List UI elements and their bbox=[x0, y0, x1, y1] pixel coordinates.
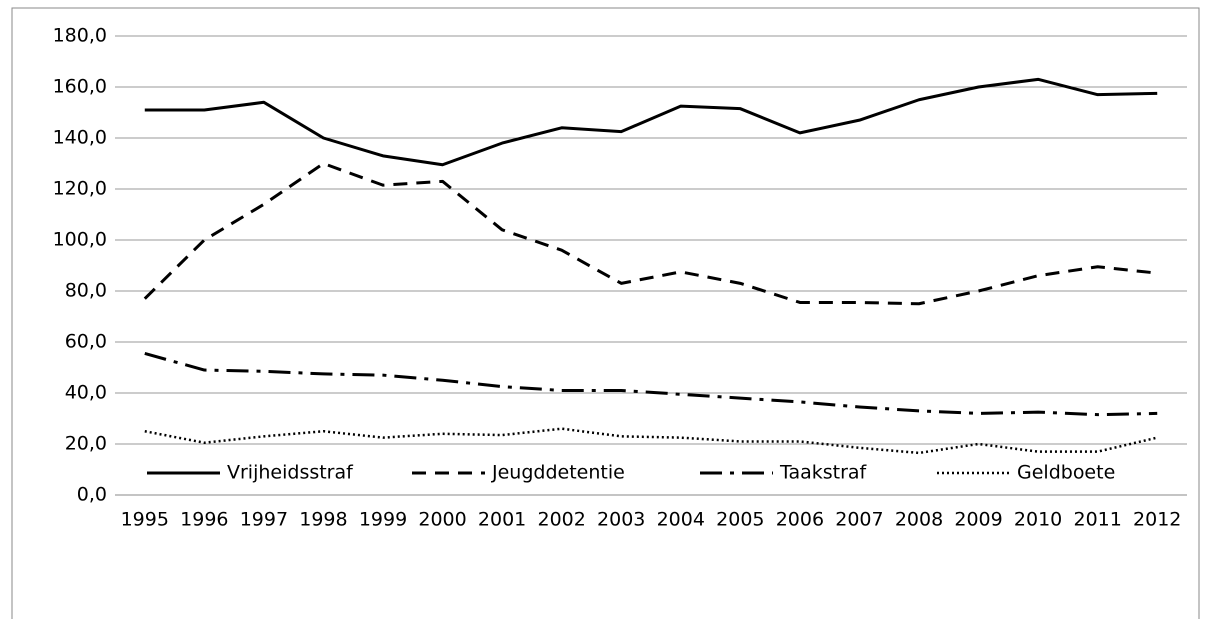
x-tick-label: 2011 bbox=[1073, 509, 1121, 531]
y-tick-label: 180,0 bbox=[53, 25, 107, 47]
x-tick-label: 2005 bbox=[716, 509, 764, 531]
x-tick-label: 1995 bbox=[121, 509, 169, 531]
x-tick-label: 2007 bbox=[835, 509, 883, 531]
y-tick-label: 60,0 bbox=[65, 331, 107, 353]
x-tick-label: 1999 bbox=[359, 509, 407, 531]
x-tick-label: 2010 bbox=[1014, 509, 1062, 531]
legend-label: Vrijheidsstraf bbox=[227, 462, 354, 484]
legend-label: Geldboete bbox=[1017, 462, 1115, 484]
x-tick-label: 2001 bbox=[478, 509, 526, 531]
y-tick-label: 20,0 bbox=[65, 433, 107, 455]
x-tick-label: 2004 bbox=[657, 509, 705, 531]
series-line bbox=[144, 427, 1158, 455]
y-tick-label: 120,0 bbox=[53, 178, 107, 200]
x-tick-label: 1997 bbox=[240, 509, 288, 531]
y-tick-label: 140,0 bbox=[53, 127, 107, 149]
chart-frame bbox=[11, 7, 1200, 619]
series-line bbox=[143, 162, 1158, 306]
series-line bbox=[144, 77, 1158, 167]
legend-label: Jeugddetentie bbox=[491, 462, 625, 484]
x-tick-label: 2002 bbox=[537, 509, 585, 531]
legend-label: Taakstraf bbox=[779, 462, 868, 484]
x-tick-label: 1998 bbox=[299, 509, 347, 531]
y-tick-label: 40,0 bbox=[65, 382, 107, 404]
series-line bbox=[144, 352, 1158, 417]
x-tick-label: 2012 bbox=[1133, 509, 1181, 531]
y-tick-label: 0,0 bbox=[77, 484, 107, 506]
x-tick-label: 2003 bbox=[597, 509, 645, 531]
x-tick-label: 2006 bbox=[776, 509, 824, 531]
y-tick-label: 160,0 bbox=[53, 76, 107, 98]
x-tick-label: 2000 bbox=[418, 509, 466, 531]
x-tick-label: 2009 bbox=[954, 509, 1002, 531]
x-tick-label: 2008 bbox=[895, 509, 943, 531]
x-tick-label: 1996 bbox=[180, 509, 228, 531]
y-tick-label: 80,0 bbox=[65, 280, 107, 302]
y-tick-label: 100,0 bbox=[53, 229, 107, 251]
